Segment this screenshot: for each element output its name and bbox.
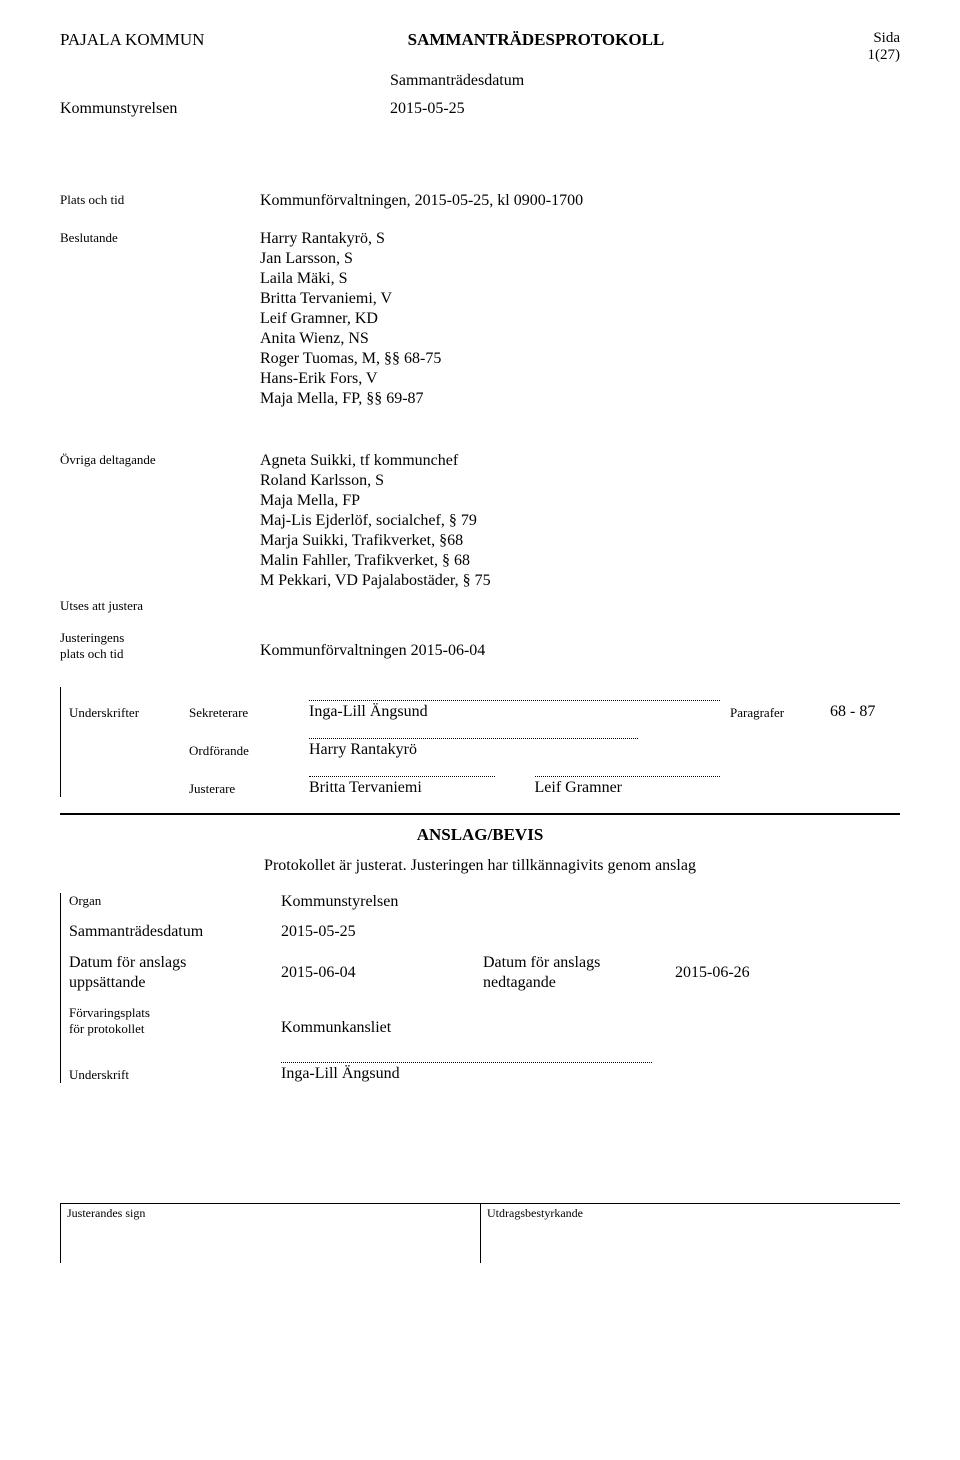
committee-name: Kommunstyrelsen bbox=[60, 100, 360, 118]
paragrafer-value: 68 - 87 bbox=[830, 703, 900, 721]
sekreterare-name: Inga-Lill Ängsund bbox=[309, 703, 720, 721]
beslutande-item: Leif Gramner, KD bbox=[260, 310, 900, 328]
subtitle: Sammanträdesdatum bbox=[390, 72, 900, 90]
footer-grid: Justerandes sign Utdragsbestyrkande bbox=[60, 1203, 900, 1263]
doc-type: SAMMANTRÄDESPROTOKOLL bbox=[408, 30, 665, 50]
ordforande-sign: Harry Rantakyrö bbox=[309, 725, 720, 759]
forvaringsplats-label: Förvaringsplats för protokollet bbox=[69, 1005, 269, 1038]
footer-left: Justerandes sign bbox=[60, 1203, 480, 1263]
anslag-subtitle: Protokollet är justerat. Justeringen har… bbox=[60, 857, 900, 875]
ovriga-list: Agneta Suikki, tf kommunchef Roland Karl… bbox=[260, 452, 900, 592]
org-name: PAJALA KOMMUN bbox=[60, 30, 204, 50]
meeting-date: 2015-05-25 bbox=[390, 100, 900, 118]
signature-line bbox=[309, 763, 495, 777]
ordforande-name: Harry Rantakyrö bbox=[309, 741, 720, 759]
justeringens-value: Kommunförvaltningen 2015-06-04 bbox=[260, 642, 900, 663]
underskrifter-label: Underskrifter bbox=[69, 705, 179, 721]
beslutande-item: Harry Rantakyrö, S bbox=[260, 230, 900, 248]
ordforande-label: Ordförande bbox=[189, 743, 299, 759]
paragrafer-label: Paragrafer bbox=[730, 705, 820, 721]
ovriga-item: Agneta Suikki, tf kommunchef bbox=[260, 452, 900, 470]
sekreterare-sign: Inga-Lill Ängsund bbox=[309, 687, 720, 721]
underskrift-label: Underskrift bbox=[69, 1067, 269, 1083]
sammantradesdatum-value: 2015-05-25 bbox=[281, 923, 900, 941]
beslutande-item: Laila Mäki, S bbox=[260, 270, 900, 288]
plats-label: Plats och tid bbox=[60, 192, 240, 210]
ovriga-item: M Pekkari, VD Pajalabostäder, § 75 bbox=[260, 572, 900, 590]
nedtagande-label: Datum för anslags nedtagande bbox=[483, 953, 663, 993]
signature-line bbox=[309, 687, 720, 701]
ovriga-item: Malin Fahller, Trafikverket, § 68 bbox=[260, 552, 900, 570]
body-date-row: Kommunstyrelsen 2015-05-25 bbox=[60, 100, 900, 118]
organ-value: Kommunstyrelsen bbox=[281, 893, 900, 911]
forvaringsplats-value: Kommunkansliet bbox=[281, 1019, 900, 1037]
ovriga-item: Maja Mella, FP bbox=[260, 492, 900, 510]
beslutande-item: Britta Tervaniemi, V bbox=[260, 290, 900, 308]
sammantradesdatum-label: Sammanträdesdatum bbox=[69, 923, 269, 941]
uppsattande-value: 2015-06-04 bbox=[281, 964, 471, 982]
sekreterare-label: Sekreterare bbox=[189, 705, 299, 721]
plats-value: Kommunförvaltningen, 2015-05-25, kl 0900… bbox=[260, 192, 900, 210]
underskrift-name: Inga-Lill Ängsund bbox=[281, 1065, 900, 1083]
utses-label: Utses att justera bbox=[60, 598, 240, 614]
header-row: PAJALA KOMMUN SAMMANTRÄDESPROTOKOLL Sida… bbox=[60, 30, 900, 64]
underskrift-sign: Inga-Lill Ängsund bbox=[281, 1049, 900, 1083]
beslutande-list: Harry Rantakyrö, S Jan Larsson, S Laila … bbox=[260, 230, 900, 410]
justerare-sign: Britta Tervaniemi Leif Gramner bbox=[309, 763, 720, 797]
justeringens-label: Justeringens plats och tid bbox=[60, 630, 240, 663]
anslag-title: ANSLAG/BEVIS bbox=[60, 825, 900, 845]
beslutande-item: Anita Wienz, NS bbox=[260, 330, 900, 348]
ovriga-item: Marja Suikki, Trafikverket, §68 bbox=[260, 532, 900, 550]
justerare-label: Justerare bbox=[189, 781, 299, 797]
divider bbox=[60, 813, 900, 815]
signature-line bbox=[309, 725, 638, 739]
sida-label: Sida bbox=[868, 30, 901, 47]
beslutande-item: Roger Tuomas, M, §§ 68-75 bbox=[260, 350, 900, 368]
ovriga-label: Övriga deltagande bbox=[60, 452, 240, 592]
info-grid: Plats och tid Kommunförvaltningen, 2015-… bbox=[60, 192, 900, 663]
anslag-grid: Organ Kommunstyrelsen Sammanträdesdatum … bbox=[60, 893, 900, 1084]
signature-line bbox=[535, 763, 721, 777]
organ-label: Organ bbox=[69, 893, 269, 911]
justerare-name-2: Leif Gramner bbox=[535, 779, 721, 797]
footer-right: Utdragsbestyrkande bbox=[480, 1203, 900, 1263]
nedtagande-value: 2015-06-26 bbox=[675, 964, 900, 982]
justerare-name-1: Britta Tervaniemi bbox=[309, 779, 495, 797]
beslutande-item: Jan Larsson, S bbox=[260, 250, 900, 268]
beslutande-label: Beslutande bbox=[60, 230, 240, 410]
ovriga-item: Roland Karlsson, S bbox=[260, 472, 900, 490]
subtitle-row: Sammanträdesdatum bbox=[60, 72, 900, 90]
beslutande-item: Hans-Erik Fors, V bbox=[260, 370, 900, 388]
signature-line bbox=[281, 1049, 652, 1063]
ovriga-item: Maj-Lis Ejderlöf, socialchef, § 79 bbox=[260, 512, 900, 530]
uppsattande-label: Datum för anslags uppsättande bbox=[69, 953, 269, 993]
page-number: 1(27) bbox=[868, 47, 901, 64]
beslutande-item: Maja Mella, FP, §§ 69-87 bbox=[260, 390, 900, 408]
signature-grid: Underskrifter Sekreterare Inga-Lill Ängs… bbox=[60, 687, 900, 797]
page-box: Sida 1(27) bbox=[868, 30, 901, 64]
